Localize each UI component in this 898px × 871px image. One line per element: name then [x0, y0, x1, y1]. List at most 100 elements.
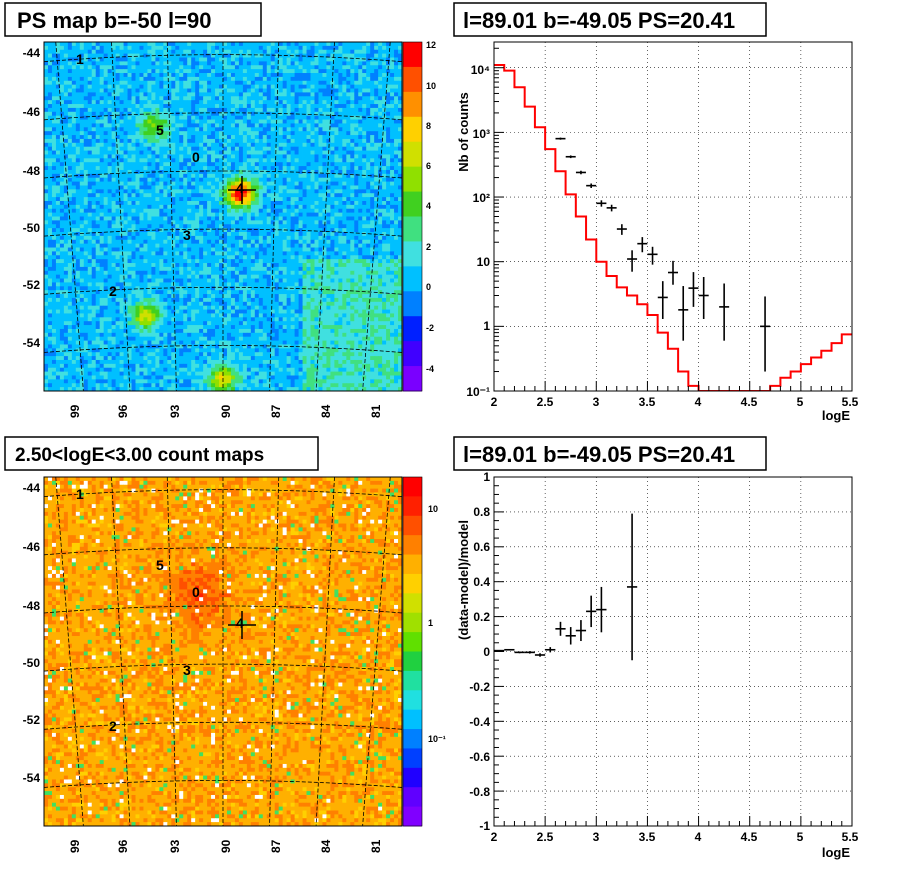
map-pixel [63, 80, 69, 86]
map-pixel [71, 158, 77, 163]
map-pixel [286, 142, 292, 148]
map-pixel [159, 166, 164, 171]
map-pixel [370, 228, 375, 233]
map-pixel [350, 49, 355, 55]
map-pixel [95, 220, 101, 225]
map-pixel [99, 212, 105, 217]
map-pixel [67, 208, 73, 214]
map-pixel [370, 115, 375, 120]
map-pixel [258, 88, 264, 93]
map-pixel [258, 154, 264, 159]
map-pixel [167, 61, 172, 66]
map-pixel [254, 158, 260, 163]
map-pixel [59, 53, 65, 58]
map-pixel [219, 111, 224, 117]
map-pixel [242, 104, 248, 109]
map-pixel [187, 162, 192, 167]
map-pixel [115, 197, 120, 202]
map-pixel [266, 189, 272, 194]
map-pixel [342, 100, 347, 105]
map-pixel [286, 239, 292, 245]
map-pixel [254, 111, 260, 117]
map-pixel [262, 193, 268, 198]
map-pixel [374, 224, 379, 229]
map-pixel [107, 224, 113, 229]
map-pixel [103, 216, 109, 221]
map-pixel [258, 204, 264, 210]
map-pixel [242, 57, 248, 62]
map-pixel [207, 80, 212, 86]
map-pixel [290, 123, 295, 128]
map-pixel [223, 119, 228, 124]
map-pixel [44, 200, 49, 206]
map-pixel [314, 200, 319, 206]
map-pixel [266, 146, 272, 151]
map-pixel [119, 243, 124, 248]
map-pixel [338, 115, 343, 120]
map-pixel [310, 189, 315, 194]
map-pixel [238, 177, 244, 182]
map-pixel [350, 61, 355, 66]
map-pixel [334, 173, 339, 179]
map-pixel [334, 115, 339, 120]
map-pixel [207, 138, 212, 144]
map-pixel [346, 150, 351, 155]
map-pixel [354, 49, 359, 55]
map-pixel [326, 61, 331, 66]
map-pixel [59, 45, 65, 51]
map-pixel [115, 185, 120, 190]
map-pixel [282, 185, 288, 190]
map-pixel [370, 100, 375, 105]
map-pixel [215, 173, 220, 179]
map-pixel [171, 49, 176, 55]
map-pixel [322, 142, 327, 148]
map-pixel [151, 45, 156, 51]
map-pixel [314, 228, 319, 233]
map-pixel [266, 224, 272, 229]
map-pixel [226, 61, 232, 66]
map-pixel [223, 135, 228, 140]
map-pixel [334, 220, 339, 225]
map-pixel [115, 100, 120, 105]
map-pixel [234, 162, 240, 167]
map-pixel [211, 150, 216, 155]
map-pixel [87, 204, 93, 210]
map-pixel [87, 181, 93, 186]
map-pixel [230, 204, 236, 210]
map-pixel [91, 127, 97, 132]
map-pixel [139, 84, 144, 89]
map-pixel [326, 162, 331, 167]
map-pixel [47, 185, 53, 190]
map-pixel [183, 135, 188, 140]
map-pixel [87, 45, 93, 51]
map-pixel [159, 76, 164, 82]
map-pixel [370, 96, 375, 101]
map-pixel [314, 150, 319, 155]
map-pixel [199, 173, 204, 179]
map-pixel [207, 158, 212, 163]
map-pixel [266, 135, 272, 140]
map-pixel [55, 150, 61, 155]
map-pixel [326, 224, 331, 229]
map-pixel [67, 104, 73, 109]
map-pixel [179, 247, 184, 252]
map-pixel [167, 235, 172, 241]
map-pixel [374, 80, 379, 86]
map-pixel [398, 73, 402, 78]
map-pixel [223, 158, 228, 163]
map-pixel [71, 80, 77, 86]
map-pixel [234, 65, 240, 70]
map-pixel [135, 255, 140, 260]
map-pixel [262, 247, 268, 252]
map-pixel [234, 208, 240, 214]
map-pixel [254, 162, 260, 167]
map-pixel [366, 88, 371, 93]
map-pixel [374, 61, 379, 66]
map-pixel [179, 76, 184, 82]
map-pixel [290, 49, 295, 55]
map-pixel [246, 69, 252, 74]
map-pixel [123, 42, 128, 47]
map-pixel [370, 173, 375, 179]
map-pixel [215, 61, 220, 66]
map-pixel [382, 65, 387, 70]
